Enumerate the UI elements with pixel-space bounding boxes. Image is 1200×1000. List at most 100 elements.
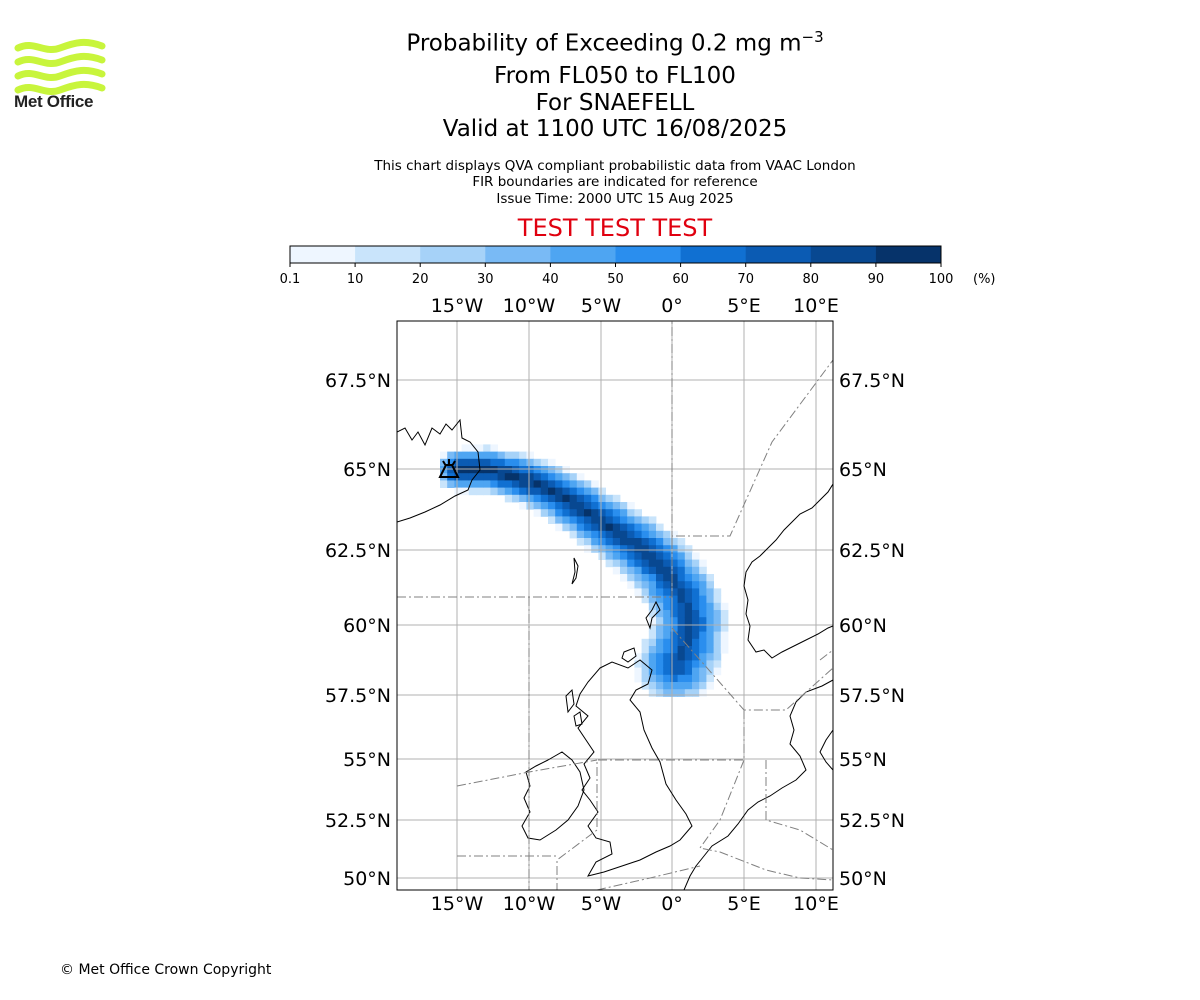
plume-cell — [699, 602, 707, 611]
plume-cell — [584, 502, 592, 510]
plume-cell — [677, 545, 686, 553]
plume-cell — [692, 602, 700, 611]
plume-cell — [598, 516, 606, 524]
plume-cell — [641, 588, 650, 596]
plume-cell — [663, 638, 671, 647]
plume-cell — [684, 624, 693, 632]
plume-cell — [504, 451, 513, 460]
plume-cell — [620, 566, 628, 575]
plume-cell — [656, 595, 664, 604]
plume-cell — [720, 624, 729, 632]
plume-cell — [713, 667, 722, 676]
plume-cell — [497, 466, 506, 474]
plume-cell — [692, 660, 700, 668]
plume-cell — [677, 660, 686, 668]
plume-cell — [670, 566, 678, 575]
plume-cell — [648, 660, 657, 668]
plume-cell — [591, 538, 599, 546]
plume-cell — [670, 682, 678, 690]
plume-cell — [555, 509, 563, 517]
plume-cell — [699, 566, 707, 575]
plume-cell — [670, 667, 678, 676]
plume-cell — [497, 487, 506, 496]
plume-cell — [706, 646, 714, 654]
plume-cell — [663, 631, 671, 640]
plume-cell — [677, 610, 686, 618]
plume-cell — [699, 646, 707, 654]
plume-cell — [713, 610, 722, 618]
plume-cell — [699, 653, 707, 661]
plume-cell — [670, 610, 678, 618]
plume-cell — [692, 682, 700, 690]
colorbar-segment — [550, 246, 616, 263]
plume-cell — [627, 530, 635, 539]
plume-cell — [504, 473, 513, 481]
latitude-label: 57.5°N — [325, 685, 391, 707]
plume-cell — [562, 466, 570, 474]
plume-cell — [627, 574, 635, 582]
plume-cell — [584, 545, 592, 553]
plume-cell — [555, 480, 563, 488]
plume-cell — [612, 509, 621, 517]
plume-cell — [656, 588, 664, 596]
plume-cell — [663, 653, 671, 661]
latitude-label: 50°N — [343, 868, 391, 890]
plume-cell — [699, 617, 707, 625]
plume-cell — [648, 530, 657, 539]
plume-cell — [670, 624, 678, 632]
plume-cell — [454, 451, 462, 460]
plume-cell — [699, 559, 707, 568]
plume-cell — [663, 574, 671, 582]
plume-cell — [591, 502, 599, 510]
plume-cell — [490, 451, 498, 460]
plume-cell — [663, 559, 671, 568]
plume-cell — [677, 602, 686, 611]
plume-cell — [569, 480, 578, 488]
latitude-label: 52.5°N — [839, 810, 905, 832]
plume-cell — [548, 458, 556, 467]
colorbar-tick-label: 20 — [412, 272, 429, 287]
plume-cell — [576, 538, 585, 546]
plume-cell — [447, 458, 455, 467]
plume-cell — [706, 617, 714, 625]
plume-cell — [555, 494, 563, 503]
plume-cell — [584, 480, 592, 488]
plume-cell — [648, 653, 657, 661]
plume-cell — [692, 552, 700, 560]
plume-cell — [699, 638, 707, 647]
plume-cell — [468, 444, 477, 452]
plume-cell — [641, 646, 650, 654]
plume-cell — [591, 480, 599, 488]
plume-cell — [540, 502, 549, 510]
plume-cell — [620, 516, 628, 524]
plume-cell — [656, 545, 664, 553]
plume-cell — [605, 530, 614, 539]
plume-cell — [634, 574, 642, 582]
plume-cell — [706, 660, 714, 668]
plume-cell — [461, 473, 470, 481]
plume-cell — [656, 638, 664, 647]
plume-cell — [677, 588, 686, 596]
plume-cell — [605, 516, 614, 524]
plume-cell — [569, 473, 578, 481]
plume-cell — [663, 617, 671, 625]
plume-cell — [454, 487, 462, 496]
plume-cell — [699, 581, 707, 589]
colorbar-unit: (%) — [973, 272, 996, 287]
plume-cell — [706, 631, 714, 640]
plume-cell — [598, 487, 606, 496]
met-office-logo — [14, 38, 106, 95]
plume-cell — [576, 516, 585, 524]
plume-cell — [512, 480, 520, 488]
plume-cell — [663, 674, 671, 683]
plume-cell — [670, 674, 678, 683]
plume-cell — [663, 689, 671, 697]
plume-cell — [605, 538, 614, 546]
plume-cell — [562, 487, 570, 496]
plume-cell — [612, 566, 621, 575]
plume-cell — [641, 516, 650, 524]
plume-cell — [706, 638, 714, 647]
plume-cell — [476, 451, 484, 460]
plume-cell — [706, 602, 714, 611]
plume-cell — [720, 631, 729, 640]
